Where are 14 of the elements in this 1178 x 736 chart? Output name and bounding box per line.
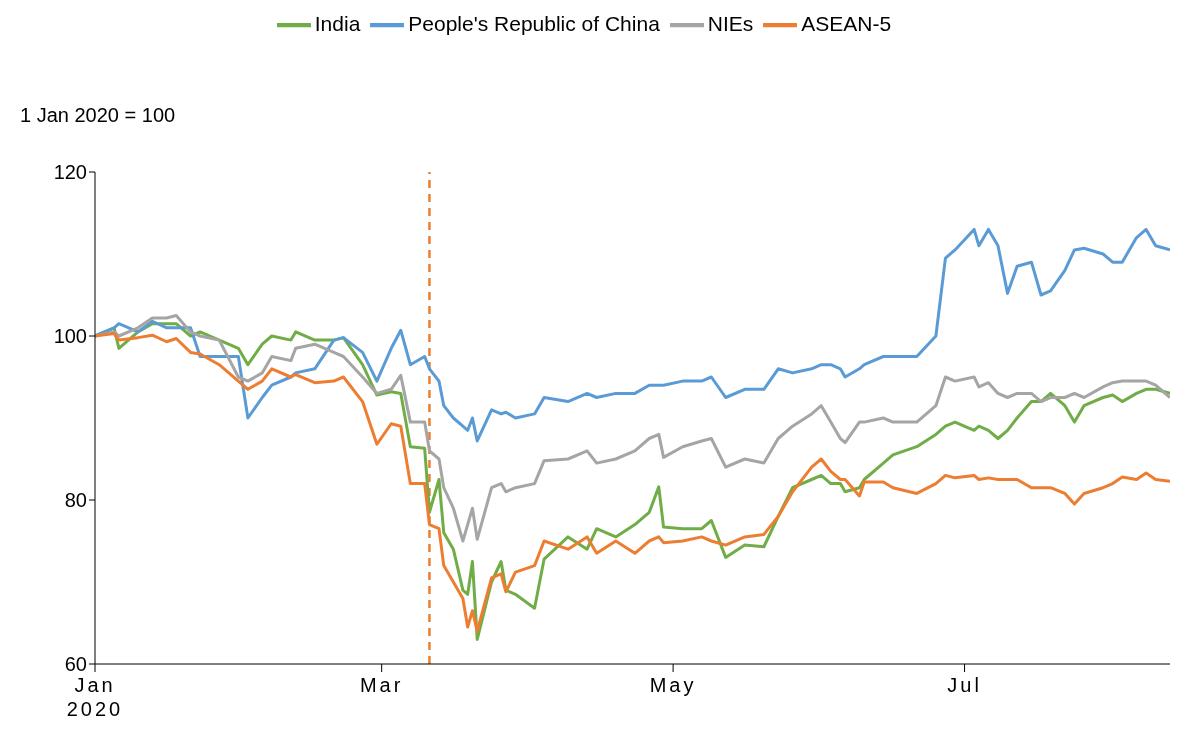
y-tick-label: 80	[64, 489, 87, 512]
x-tick-label: Jan 2020	[66, 674, 124, 720]
y-axis-title: 1 Jan 2020 = 100	[20, 104, 176, 127]
y-tick-label: 100	[53, 325, 87, 348]
y-tick-label: 60	[64, 653, 87, 676]
x-tick-label: Jul	[947, 674, 982, 696]
legend-label: India	[314, 11, 361, 35]
legend-label: NIEs	[707, 11, 754, 35]
x-tick-label: Mar	[359, 674, 404, 696]
legend-label: People's Republic of China	[408, 11, 660, 35]
y-tick-label: 120	[53, 161, 87, 184]
line-series	[95, 227, 1170, 443]
x-tick-label: May	[649, 674, 697, 696]
legend-label: ASEAN-5	[801, 11, 892, 35]
